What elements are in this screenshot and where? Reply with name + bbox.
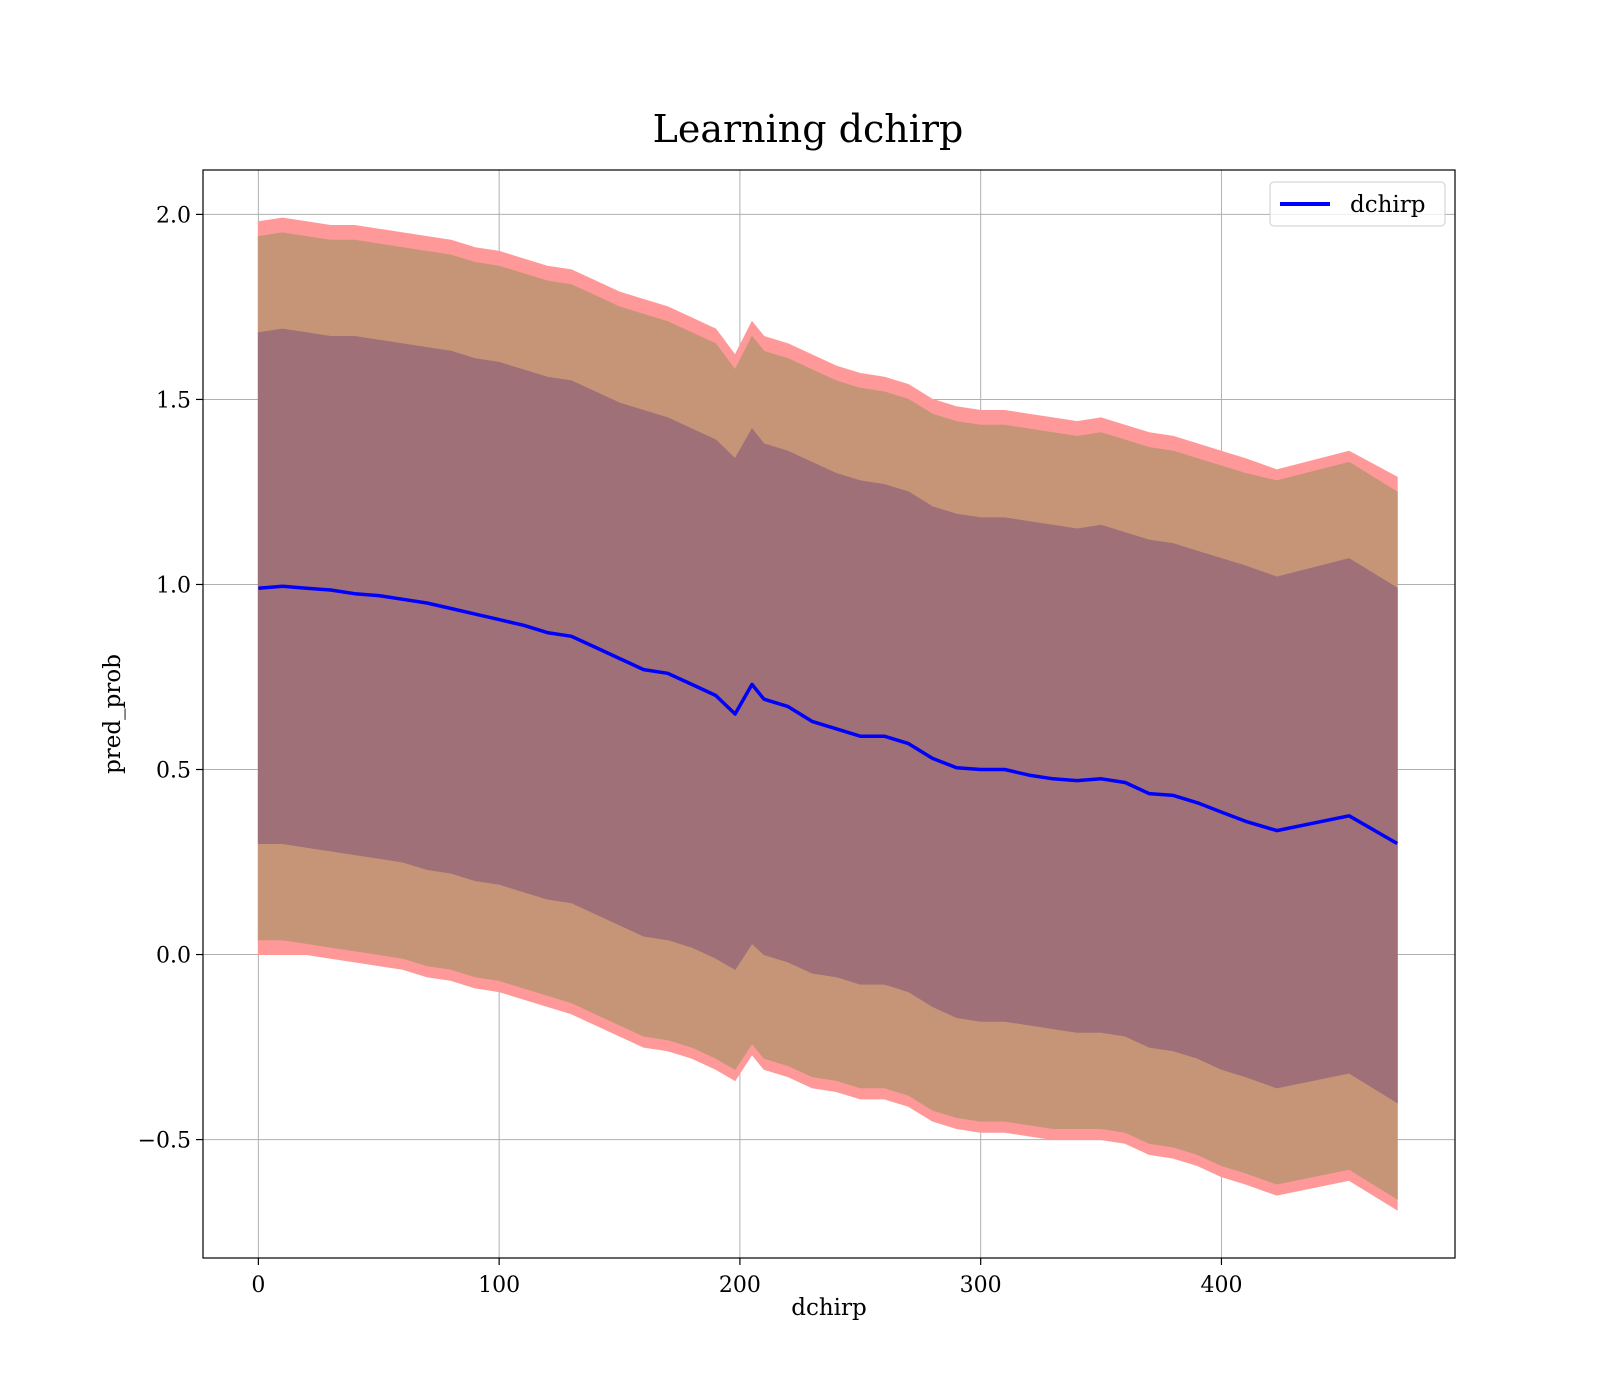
y-tick-label-2: 0.5 xyxy=(156,759,191,784)
y-tick-label-5: 2.0 xyxy=(156,203,191,228)
x-axis-label: dchirp xyxy=(791,1295,867,1321)
y-tick-label-3: 1.0 xyxy=(156,573,191,598)
series-group xyxy=(258,584,1399,846)
x-tick-label-0: 0 xyxy=(251,1273,265,1298)
band-inner xyxy=(257,328,1398,1104)
legend-label-dchirp: dchirp xyxy=(1350,192,1426,218)
confidence-bands xyxy=(257,217,1398,1211)
x-axis-ticks: 0 100 200 300 400 xyxy=(251,1258,1242,1298)
plot-frame xyxy=(202,169,1456,1259)
y-tick-label-0: −0.5 xyxy=(138,1129,191,1154)
y-axis-ticks: −0.5 0.0 0.5 1.0 1.5 2.0 xyxy=(138,203,203,1154)
x-tick-label-1: 100 xyxy=(478,1273,520,1298)
chart-title: Learning dchirp xyxy=(653,107,964,151)
y-tick-label-1: 0.0 xyxy=(156,944,191,969)
series-line-dchirp xyxy=(258,584,1399,846)
legend-box xyxy=(1269,181,1446,227)
y-axis-label: pred_prob xyxy=(100,654,126,774)
y-tick-label-4: 1.5 xyxy=(156,388,191,413)
x-tick-label-3: 300 xyxy=(960,1273,1002,1298)
x-tick-label-4: 400 xyxy=(1200,1273,1242,1298)
legend: dchirp xyxy=(1269,181,1446,227)
x-tick-label-2: 200 xyxy=(719,1273,761,1298)
